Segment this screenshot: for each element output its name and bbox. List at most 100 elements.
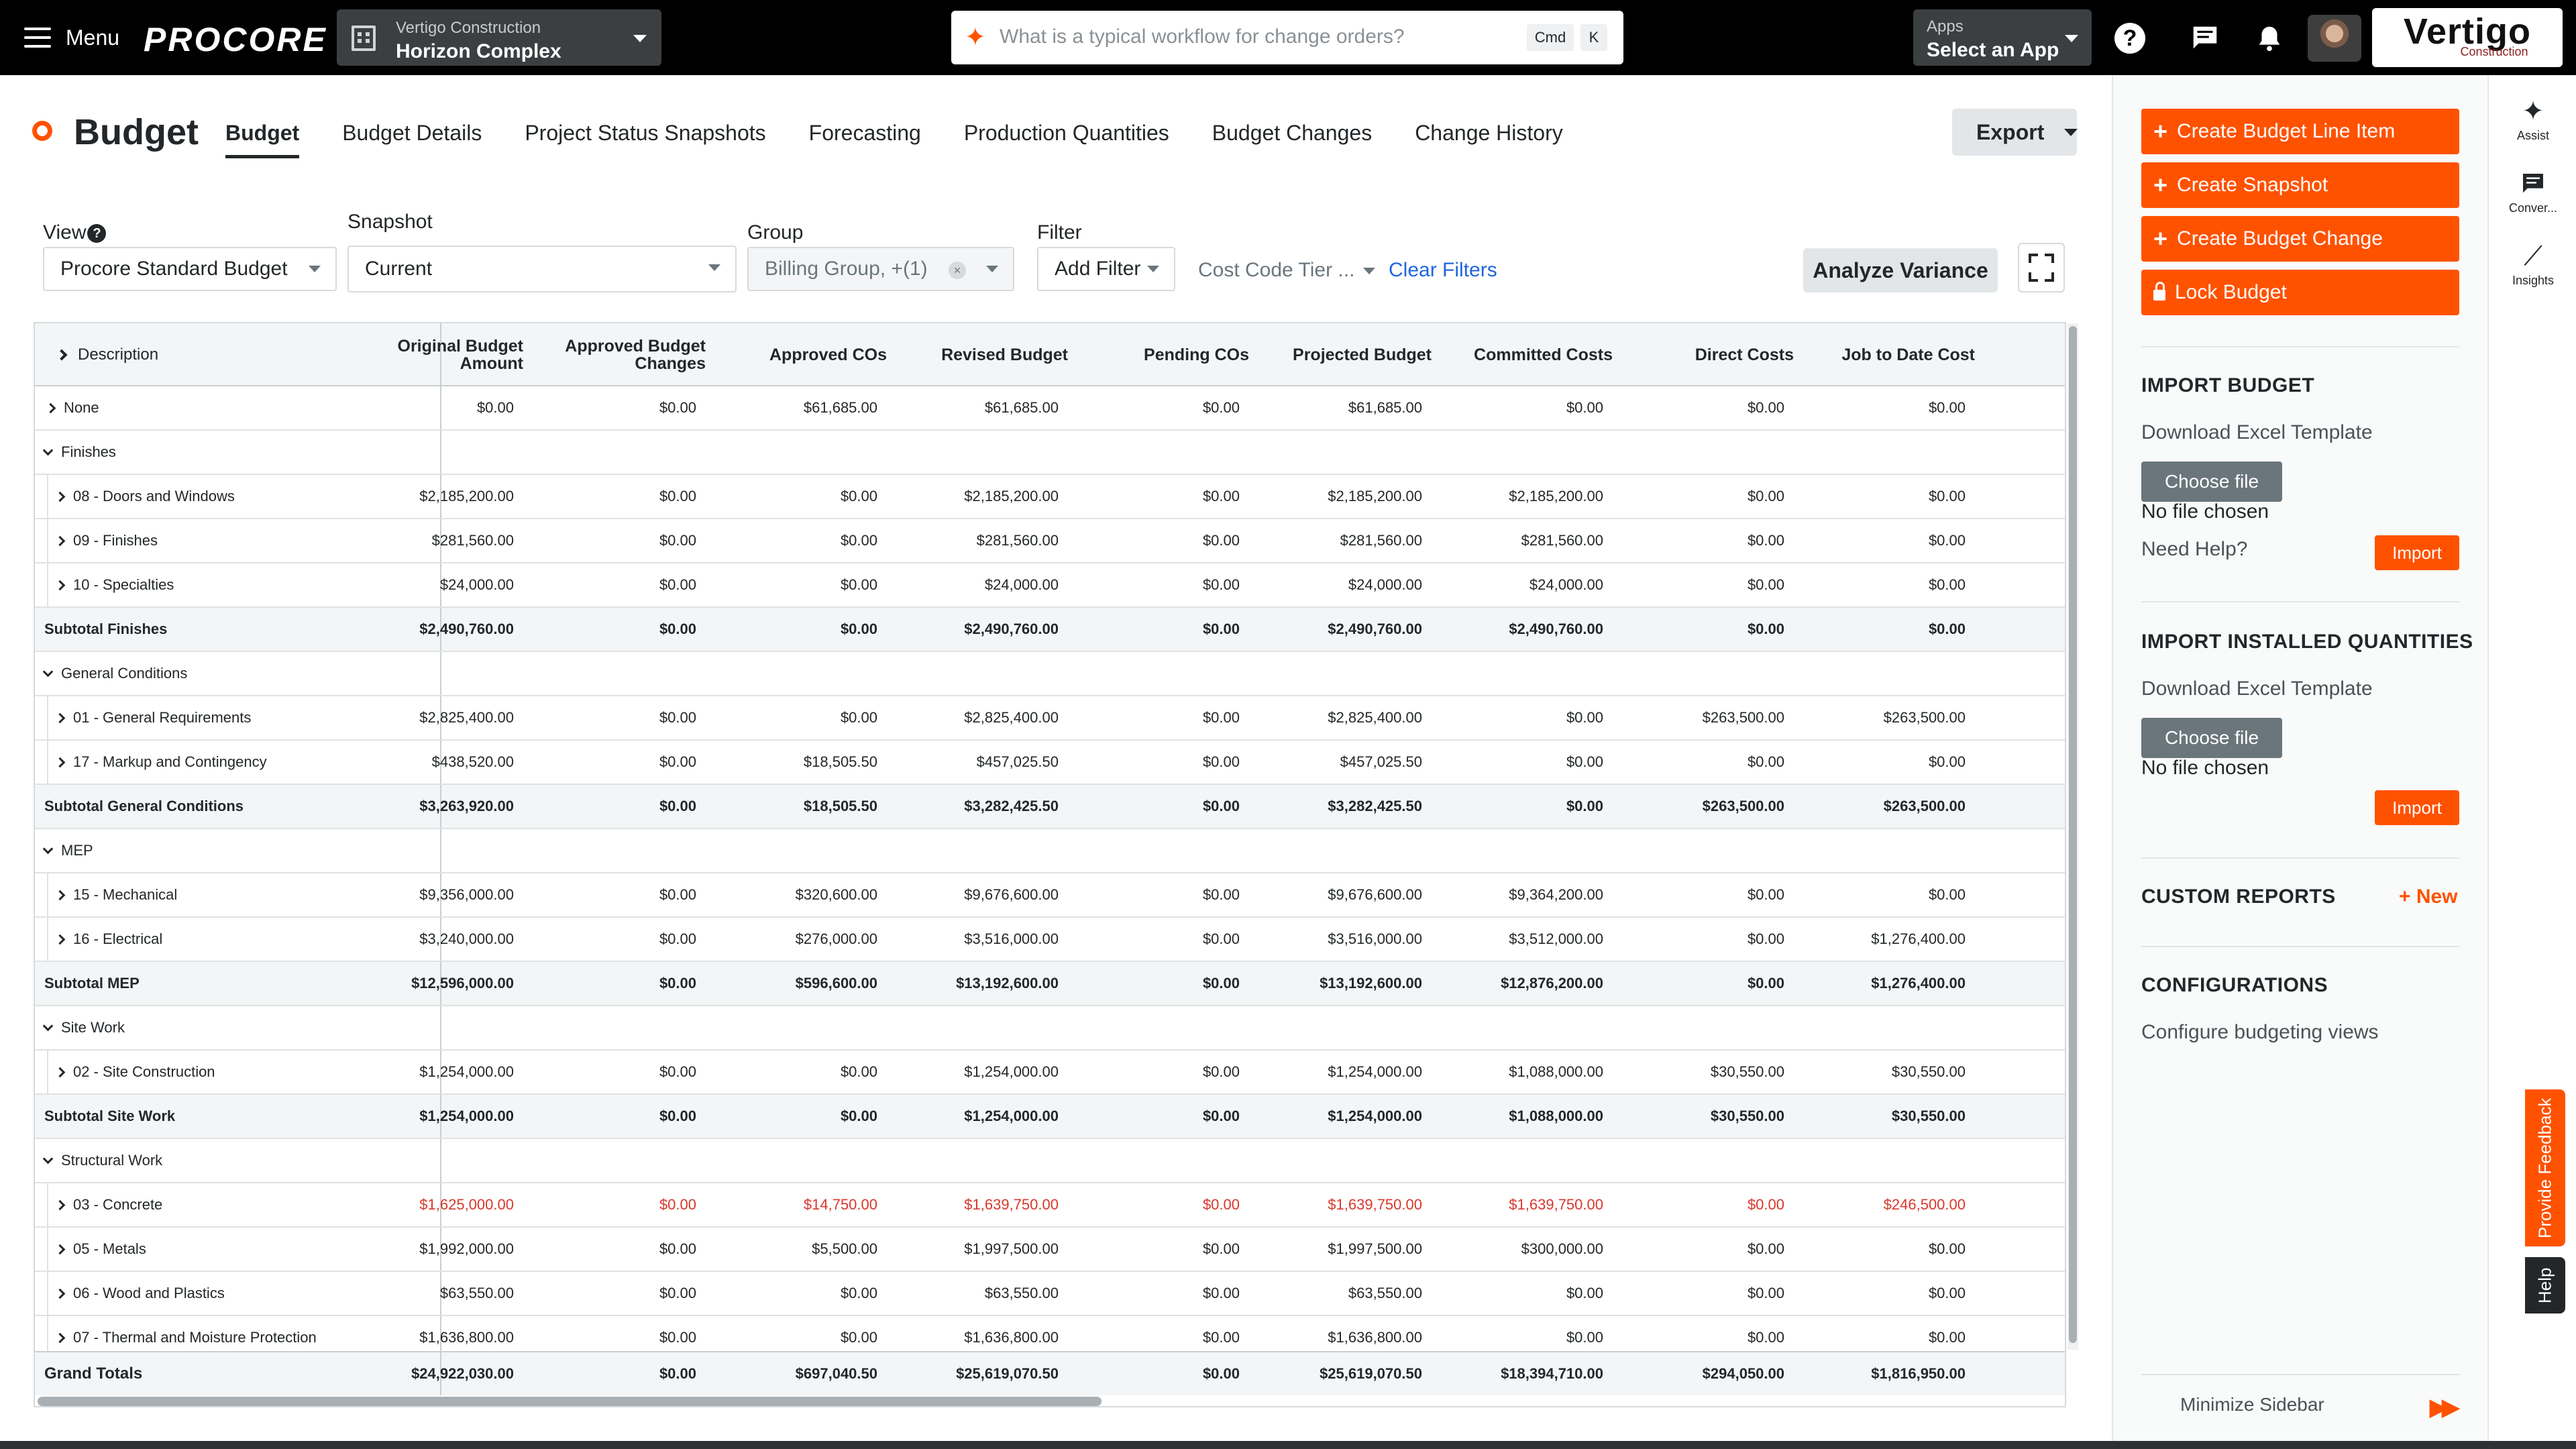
lock-budget-button[interactable]: Lock Budget [2141, 270, 2459, 315]
import-budget-button[interactable]: Import [2375, 535, 2459, 570]
choose-file-button[interactable]: Choose file [2141, 462, 2282, 502]
create-budget-line-item-button[interactable]: + Create Budget Line Item [2141, 109, 2459, 154]
download-template-link[interactable]: Download Excel Template [2141, 421, 2373, 443]
subtotal-row[interactable]: Subtotal Site Work $1,254,000.00 $0.00 $0.0… [35, 1095, 2065, 1139]
chevron-down-icon[interactable] [42, 445, 54, 455]
chevron-right-icon[interactable] [54, 1199, 66, 1210]
column-header[interactable]: Job to Date Cost [1807, 323, 1975, 386]
table-row[interactable]: 08 - Doors and Windows $2,185,200.00 $0.00… [35, 475, 2065, 519]
chevron-right-icon[interactable] [54, 535, 66, 546]
column-header[interactable]: Committed Costs [1445, 323, 1613, 386]
table-row[interactable]: 01 - General Requirements $2,825,400.00 $0… [35, 696, 2065, 741]
column-header[interactable]: Approved Budget Changes [538, 323, 706, 386]
import-quantities-button[interactable]: Import [2375, 790, 2459, 825]
table-row[interactable]: 09 - Finishes $281,560.00 $0.00 $0.00 $281,5… [35, 519, 2065, 564]
subtotal-row[interactable]: Subtotal Finishes $2,490,760.00 $0.00 $0.00… [35, 608, 2065, 652]
chevron-right-icon[interactable] [54, 712, 66, 723]
snapshot-select[interactable]: Current [347, 246, 737, 292]
group-select[interactable]: Billing Group, +(1) × [747, 247, 1014, 291]
double-chevron-right-icon[interactable]: ▶▶ [2430, 1395, 2459, 1420]
group-row[interactable]: General Conditions [35, 652, 2065, 696]
column-header[interactable]: Original Budget Amount [356, 323, 524, 386]
chevron-right-icon[interactable] [54, 1244, 66, 1254]
chevron-right-icon[interactable] [54, 1067, 66, 1077]
chevron-right-icon[interactable] [54, 1288, 66, 1299]
vertical-scrollbar[interactable] [2069, 326, 2077, 1343]
export-button[interactable]: Export [1952, 109, 2078, 156]
group-row[interactable]: Finishes [35, 431, 2065, 475]
view-select[interactable]: Procore Standard Budget [43, 247, 337, 291]
avatar[interactable] [2308, 15, 2361, 62]
chevron-right-icon[interactable] [54, 580, 66, 590]
provide-feedback-tab[interactable]: Provide Feedback [2525, 1089, 2565, 1246]
group-row[interactable]: Structural Work [35, 1139, 2065, 1183]
tab-production-quantities[interactable]: Production Quantities [963, 121, 1169, 145]
column-header[interactable]: Direct Costs [1626, 323, 1794, 386]
chat-icon[interactable] [2190, 23, 2220, 54]
tab-budget[interactable]: Budget [225, 121, 300, 158]
table-row[interactable]: 16 - Electrical $3,240,000.00 $0.00 $276,00… [35, 918, 2065, 962]
chevron-right-icon[interactable] [54, 491, 66, 502]
chevron-right-icon[interactable] [54, 757, 66, 767]
project-picker[interactable]: Vertigo Construction Horizon Complex [337, 9, 661, 66]
tab-budget-details[interactable]: Budget Details [342, 121, 482, 145]
minimize-sidebar-link[interactable]: Minimize Sidebar [2180, 1394, 2324, 1415]
search-input[interactable]: ✦ What is a typical workflow for change … [951, 11, 1623, 64]
table-row[interactable]: 15 - Mechanical $9,356,000.00 $0.00 $320,60… [35, 873, 2065, 918]
create-budget-change-button[interactable]: + Create Budget Change [2141, 216, 2459, 262]
add-filter-select[interactable]: Add Filter [1037, 247, 1175, 291]
tab-change-history[interactable]: Change History [1415, 121, 1563, 145]
apps-picker[interactable]: Apps Select an App [1913, 9, 2092, 66]
tab-budget-changes[interactable]: Budget Changes [1212, 121, 1373, 145]
table-row[interactable]: 03 - Concrete $1,625,000.00 $0.00 $14,750.0… [35, 1183, 2065, 1228]
clear-icon[interactable]: × [949, 262, 966, 279]
column-header[interactable]: Pending COs [1081, 323, 1249, 386]
chevron-down-icon[interactable] [42, 666, 54, 677]
chevron-right-icon[interactable] [56, 349, 68, 361]
group-row[interactable]: MEP [35, 829, 2065, 873]
group-row[interactable]: Site Work [35, 1006, 2065, 1051]
procore-logo[interactable]: PROCORE [144, 21, 327, 58]
table-row[interactable]: 05 - Metals $1,992,000.00 $0.00 $5,500.00 $1… [35, 1228, 2065, 1272]
help-circle-icon[interactable]: ? [87, 224, 107, 244]
column-header[interactable]: Approved COs [719, 323, 887, 386]
new-report-link[interactable]: + New [2399, 885, 2458, 908]
choose-file-button[interactable]: Choose file [2141, 718, 2282, 758]
cost-code-tier-select[interactable]: Cost Code Tier ... [1198, 259, 1375, 282]
tab-project-status-snapshots[interactable]: Project Status Snapshots [525, 121, 766, 145]
menu-button[interactable]: Menu [24, 19, 119, 56]
column-header[interactable]: Revised Budget [900, 323, 1068, 386]
chevron-right-icon[interactable] [54, 934, 66, 945]
table-row[interactable]: 10 - Specialties $24,000.00 $0.00 $0.00 $24,… [35, 564, 2065, 608]
gear-icon[interactable] [32, 121, 52, 141]
conversations-button[interactable]: Conver... [2489, 170, 2576, 215]
chevron-down-icon[interactable] [42, 1153, 54, 1164]
help-tab[interactable]: Help [2525, 1257, 2565, 1313]
help-icon[interactable]: ? [2114, 23, 2145, 54]
analyze-variance-button[interactable]: Analyze Variance [1803, 248, 1998, 292]
subtotal-row[interactable]: Subtotal MEP $12,596,000.00 $0.00 $596,600.… [35, 962, 2065, 1006]
configure-views-link[interactable]: Configure budgeting views [2141, 1021, 2379, 1043]
fullscreen-button[interactable] [2018, 243, 2065, 292]
chevron-right-icon[interactable] [54, 1332, 66, 1343]
bell-icon[interactable] [2254, 23, 2285, 54]
chevron-down-icon[interactable] [42, 843, 54, 854]
chevron-right-icon[interactable] [45, 402, 56, 413]
horizontal-scrollbar[interactable] [38, 1397, 1102, 1406]
description-header[interactable]: Description [35, 323, 441, 386]
table-row[interactable]: None $0.00 $0.00 $61,685.00 $61,685.00 $0.00 $… [35, 386, 2065, 431]
column-header[interactable]: Projected Budget [1264, 323, 1432, 386]
tab-forecasting[interactable]: Forecasting [808, 121, 921, 145]
table-row[interactable]: 02 - Site Construction $1,254,000.00 $0.00… [35, 1051, 2065, 1095]
need-help-link[interactable]: Need Help? [2141, 538, 2248, 560]
clear-filters-link[interactable]: Clear Filters [1389, 259, 1497, 281]
table-row[interactable]: 17 - Markup and Contingency $438,520.00 $0… [35, 741, 2065, 785]
insights-button[interactable]: ⟋ Insights [2489, 243, 2576, 288]
subtotal-row[interactable]: Subtotal General Conditions $3,263,920.00… [35, 785, 2065, 829]
chevron-down-icon[interactable] [42, 1020, 54, 1031]
chevron-right-icon[interactable] [54, 890, 66, 900]
create-snapshot-button[interactable]: + Create Snapshot [2141, 162, 2459, 208]
table-row[interactable]: 06 - Wood and Plastics $63,550.00 $0.00 $0.… [35, 1272, 2065, 1316]
download-template-link[interactable]: Download Excel Template [2141, 678, 2373, 700]
assist-button[interactable]: ✦ Assist [2489, 98, 2576, 143]
